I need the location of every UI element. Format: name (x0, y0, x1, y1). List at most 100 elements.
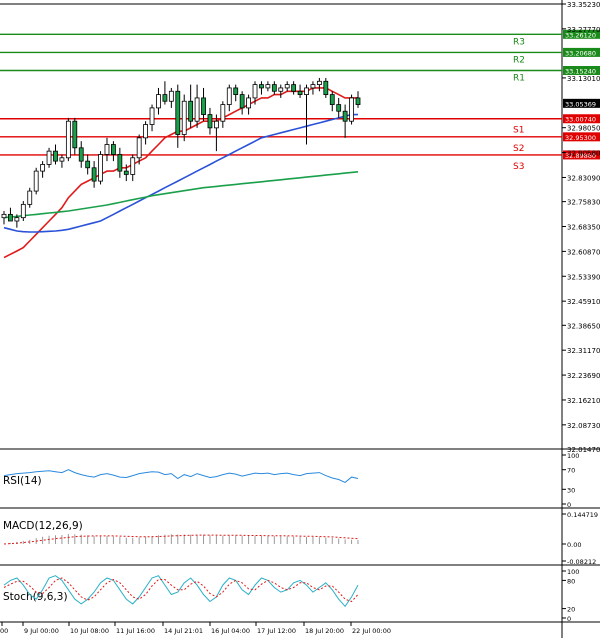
candle (201, 87, 206, 122)
candle-body (53, 150, 58, 162)
level-name-s2: S2 (513, 144, 524, 154)
candle (259, 81, 264, 95)
candle-body (123, 170, 129, 175)
time-tick-label: 18 Jul 20:00 (305, 627, 344, 635)
candle (349, 94, 354, 125)
candle (136, 134, 142, 165)
candle-body (91, 167, 97, 182)
candle (78, 141, 84, 168)
candle-body (239, 94, 245, 109)
candle-body (323, 80, 329, 95)
candles (1, 77, 361, 228)
candle-body (46, 150, 52, 165)
current-price-label: 33.05369 (565, 100, 596, 108)
candle (143, 121, 149, 145)
candle-body (329, 94, 335, 105)
candle (175, 84, 181, 148)
candle (252, 81, 258, 105)
candle (117, 147, 123, 178)
price-tick-label: 33.35230 (567, 1, 600, 9)
candle-body (175, 90, 181, 135)
candle-body (162, 94, 168, 102)
candle (72, 117, 78, 155)
price-tick-label: 33.13010 (567, 75, 600, 83)
candle-body (104, 144, 110, 155)
candle-body (40, 164, 46, 172)
candle (33, 167, 39, 195)
price-tick-label: 32.23690 (567, 372, 600, 380)
candle-body (20, 203, 26, 219)
candle-body (220, 104, 226, 122)
price-tick-label: 32.68350 (567, 224, 600, 232)
price-tick-label: 32.45910 (567, 298, 600, 306)
level-name-r2: R2 (513, 55, 525, 65)
candle-body (316, 80, 322, 86)
price-tick-label: 32.31170 (567, 347, 600, 355)
level-name-s1: S1 (513, 126, 524, 136)
candle-body (27, 190, 33, 205)
main-plot-area (0, 4, 562, 449)
indicator-tick-label: 80 (567, 577, 575, 585)
candle (278, 84, 284, 98)
level-price-badge (563, 150, 600, 160)
stoch-d-line (3, 577, 359, 603)
level-price-badge (563, 29, 600, 39)
level-price-label: 33.00740 (565, 116, 596, 124)
level-name-r1: R1 (513, 74, 525, 84)
candle (156, 87, 161, 115)
level-price-badge (563, 47, 600, 57)
candle-body (310, 84, 316, 89)
level-price-label: 33.26120 (565, 31, 596, 39)
indicator-tick-label: -0.08212 (567, 558, 596, 566)
candle-body (117, 154, 123, 172)
stoch-k-line (3, 575, 359, 608)
candle-body (8, 213, 13, 222)
candle-body (14, 217, 20, 222)
candle (8, 207, 13, 222)
indicator-name: Stoch(9,6,3) (3, 591, 68, 603)
indicator-tick-label: 30 (567, 486, 575, 494)
candle (316, 77, 322, 92)
candle-body (291, 84, 297, 92)
candle (265, 81, 271, 92)
candle-body (201, 97, 206, 115)
candle-body (271, 84, 277, 92)
candle (336, 97, 342, 118)
candle-body (252, 84, 258, 99)
candle (194, 84, 200, 128)
candle (130, 154, 136, 182)
candle (355, 91, 361, 108)
level-price-badge (563, 114, 600, 124)
price-tick-label: 32.08730 (567, 422, 600, 430)
candle-body (156, 94, 161, 109)
candle (59, 154, 65, 168)
candle-body (265, 84, 271, 89)
time-tick-label: 11 Jul 16:00 (116, 627, 155, 635)
indicator-tick-label: 0 (567, 615, 571, 623)
candle (111, 141, 116, 162)
level-name-s3: S3 (513, 162, 524, 172)
level-price-badge (563, 132, 600, 142)
candle-body (111, 144, 116, 155)
candle (207, 107, 213, 135)
candle (27, 187, 33, 208)
candle (220, 101, 226, 128)
candle (149, 104, 155, 132)
candle (85, 154, 91, 175)
candle (1, 211, 7, 225)
candle (284, 81, 290, 92)
candle-body (181, 100, 187, 135)
candle-body (233, 87, 239, 95)
candle-body (336, 104, 342, 112)
indicator-tick-label: 0.144719 (567, 511, 598, 519)
time-tick-label: 22 Jul 00:00 (352, 627, 391, 635)
indicator-tick-label: 0 (567, 501, 571, 509)
candle (65, 117, 71, 162)
candle (329, 91, 335, 112)
level-price-label: 33.20680 (565, 49, 596, 57)
candle-body (168, 90, 174, 102)
candle-body (349, 97, 354, 122)
candle-body (246, 97, 251, 109)
candle-body (297, 90, 303, 95)
